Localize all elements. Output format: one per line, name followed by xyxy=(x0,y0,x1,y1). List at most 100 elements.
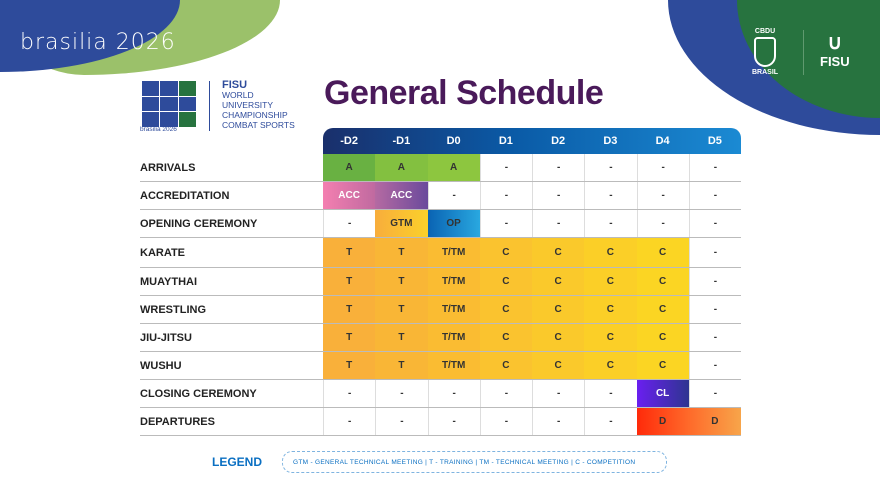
schedule-cell: - xyxy=(636,154,689,181)
schedule-cell: C xyxy=(636,324,689,351)
logo-caption: brasilia 2026 xyxy=(140,126,177,133)
row-label: OPENING CEREMONY xyxy=(140,218,258,230)
schedule-cell: D xyxy=(688,408,741,435)
schedule-cell: C xyxy=(584,268,637,295)
brasilia-logo: brasilia 2026 xyxy=(20,30,176,55)
schedule-cell: - xyxy=(427,408,480,435)
row-divider xyxy=(140,267,741,268)
schedule-cell: - xyxy=(688,210,741,237)
column-header: D2 xyxy=(551,135,566,147)
schedule-cell: C xyxy=(584,296,637,323)
schedule-cell: C xyxy=(636,296,689,323)
schedule-cell: C xyxy=(479,238,532,267)
row-label: ARRIVALS xyxy=(140,162,196,174)
cbdu-logo: CBDU BRASIL xyxy=(752,28,778,76)
schedule-cell: C xyxy=(584,324,637,351)
column-header: D0 xyxy=(446,135,461,147)
schedule-cell: T xyxy=(323,268,376,295)
schedule-cell: - xyxy=(532,154,584,181)
schedule-cell: C xyxy=(532,324,585,351)
column-header: -D2 xyxy=(340,135,358,147)
cbdu-text: CBDU xyxy=(754,28,776,35)
schedule-cell: C xyxy=(636,238,689,267)
schedule-cell: - xyxy=(584,408,636,435)
schedule-cell: - xyxy=(479,182,532,209)
column-header: D3 xyxy=(603,135,618,147)
row-divider xyxy=(140,295,741,296)
schedule-cell: - xyxy=(688,324,741,351)
shield-icon xyxy=(754,37,777,67)
schedule-cell: - xyxy=(427,380,480,407)
row-divider xyxy=(140,407,741,408)
schedule-cell: - xyxy=(688,238,741,267)
row-label: JIU-JITSU xyxy=(140,332,192,344)
fisu-championship-text: FISU WORLD UNIVERSITY CHAMPIONSHIP COMBA… xyxy=(222,79,295,131)
schedule-cell: GTM xyxy=(375,210,428,237)
fisu-line: WORLD xyxy=(222,90,254,100)
schedule-cell: T xyxy=(375,324,428,351)
schedule-cell: C xyxy=(479,268,532,295)
schedule-cell: C xyxy=(479,324,532,351)
fisu-label: FISU xyxy=(222,79,248,91)
schedule-cell: C xyxy=(532,268,585,295)
legend-label: LEGEND xyxy=(212,455,263,469)
schedule-cell: - xyxy=(636,210,689,237)
schedule-cell: - xyxy=(323,380,375,407)
schedule-cell: - xyxy=(479,210,532,237)
schedule-cell: - xyxy=(479,408,532,435)
divider xyxy=(209,81,210,131)
schedule-cell: - xyxy=(323,210,375,237)
row-divider xyxy=(140,237,741,238)
row-label: KARATE xyxy=(140,247,186,259)
schedule-cell: - xyxy=(688,154,741,181)
row-label: MUAYTHAI xyxy=(140,276,198,288)
schedule-cell: A xyxy=(323,154,376,181)
schedule-cell: - xyxy=(479,154,532,181)
schedule-cell: C xyxy=(636,268,689,295)
schedule-cell: - xyxy=(323,408,375,435)
schedule-cell: ACC xyxy=(323,182,376,209)
schedule-cell: T/TM xyxy=(427,268,480,295)
schedule-cell: ACC xyxy=(375,182,428,209)
schedule-cell: - xyxy=(584,154,636,181)
schedule-cell: T/TM xyxy=(427,324,480,351)
column-header: -D1 xyxy=(392,135,411,147)
fisu-line: CHAMPIONSHIP xyxy=(222,110,288,120)
row-divider xyxy=(140,379,741,380)
fisu-swoosh-icon: ∪ xyxy=(827,32,843,54)
schedule-cell: C xyxy=(479,296,532,323)
schedule-cell: - xyxy=(532,182,584,209)
row-label: WRESTLING xyxy=(140,304,206,316)
schedule-cell: - xyxy=(584,182,636,209)
schedule-cell: OP xyxy=(427,210,480,237)
schedule-cell: - xyxy=(688,182,741,209)
schedule-cell: T xyxy=(375,238,428,267)
column-header: D5 xyxy=(707,135,722,147)
schedule-cell: T xyxy=(323,296,376,323)
schedule-cell: T xyxy=(323,238,376,267)
fisu-line: UNIVERSITY xyxy=(222,100,274,110)
schedule-cell: T/TM xyxy=(427,238,480,267)
schedule-cell: C xyxy=(584,352,637,379)
row-divider xyxy=(140,351,741,352)
brasil-text: BRASIL xyxy=(752,69,779,76)
schedule-cell: - xyxy=(375,380,427,407)
schedule-cell: T xyxy=(375,268,428,295)
schedule-cell: - xyxy=(688,380,741,407)
schedule-cell: T xyxy=(375,296,428,323)
schedule-cell: C xyxy=(532,352,585,379)
schedule-cell: T/TM xyxy=(427,296,480,323)
row-label: DEPARTURES xyxy=(140,416,215,428)
schedule-cell: - xyxy=(427,182,480,209)
page-title: General Schedule xyxy=(324,74,604,112)
fisu-text: FISU xyxy=(820,54,850,69)
schedule-cell: T/TM xyxy=(427,352,480,379)
legend-text: GTM - GENERAL TECHNICAL MEETING | T - TR… xyxy=(282,451,667,473)
row-divider xyxy=(140,435,741,436)
column-header: D4 xyxy=(655,135,670,147)
schedule-cell: - xyxy=(688,352,741,379)
schedule-cell: C xyxy=(584,238,637,267)
fisu-partner-logo: ∪ FISU xyxy=(820,32,850,69)
schedule-cell: C xyxy=(532,238,585,267)
schedule-cell: A xyxy=(375,154,428,181)
